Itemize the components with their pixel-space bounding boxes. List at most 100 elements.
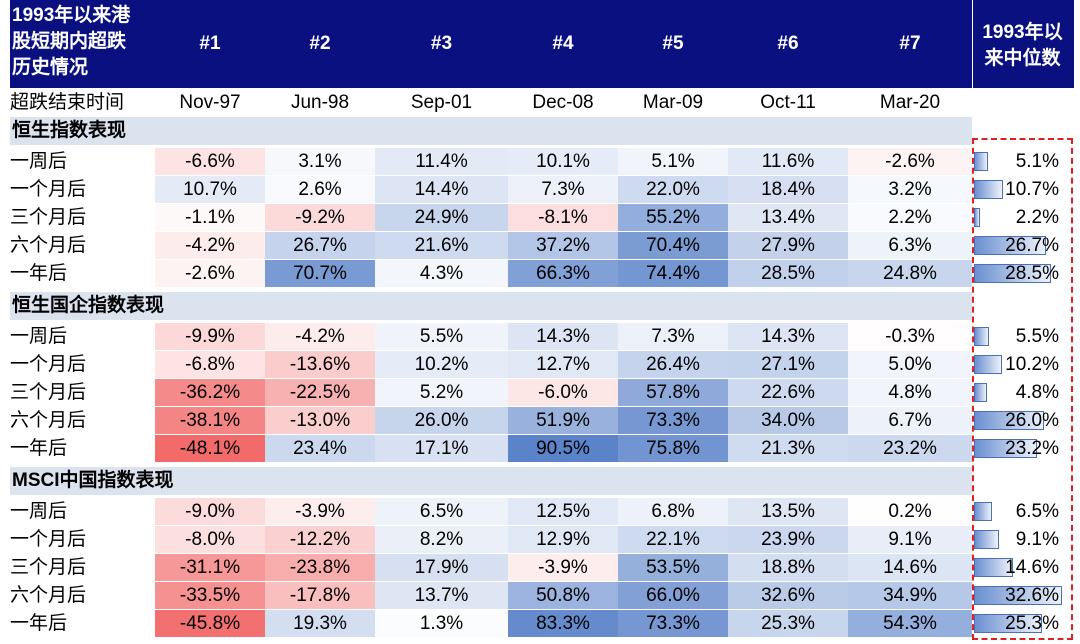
data-cell: -8.0% [155,526,265,553]
data-cell: 6.3% [848,232,972,259]
median-databar [974,236,1046,255]
data-cell: 21.6% [375,232,508,259]
data-cell: 10.1% [508,148,618,175]
data-cell: 24.8% [848,260,972,287]
median-value: 14.6% [1005,557,1059,578]
row-label: 一个月后 [10,529,87,550]
data-cell: 53.5% [618,554,728,581]
data-cell: 18.4% [728,176,848,203]
median-cell: 2.2% [972,204,1073,231]
row-label: 一周后 [10,501,68,522]
column-header: #3 [430,33,453,54]
data-cell: -9.0% [155,498,265,525]
data-cell: 5.2% [375,379,508,406]
data-cell: 14.3% [728,323,848,350]
median-cell: 25.3% [972,610,1073,637]
end-date-cell: Oct-11 [760,92,816,113]
median-value: 2.2% [1015,207,1059,228]
data-cell: 10.2% [375,351,508,378]
data-cell: -45.8% [155,610,265,637]
median-databar [974,264,1051,283]
data-cell: 17.9% [375,554,508,581]
data-cell: 5.0% [848,351,972,378]
data-cell: -3.9% [508,554,618,581]
data-cell: 26.4% [618,351,728,378]
column-header: #4 [552,33,574,54]
median-value: 10.7% [1005,179,1059,200]
data-cell: 70.4% [618,232,728,259]
data-cell: 24.9% [375,204,508,231]
data-cell: 90.5% [508,435,618,462]
end-date-cell: Mar-09 [642,92,704,113]
end-date-cell: Jun-98 [290,92,350,113]
row-label: 一个月后 [10,179,87,200]
median-value: 6.5% [1015,501,1059,522]
median-value: 32.6% [1005,585,1059,606]
end-date-cell: Nov-97 [179,92,241,113]
end-date-cell: Sep-01 [410,92,473,113]
data-cell: 6.5% [375,498,508,525]
row-label: 一年后 [10,438,68,459]
data-cell: 5.5% [375,323,508,350]
data-cell: 51.9% [508,407,618,434]
header-bar-median [973,0,1074,88]
row-label: 一年后 [10,263,68,284]
median-value: 5.1% [1015,151,1059,172]
median-cell: 10.7% [972,176,1073,203]
median-value: 4.8% [1015,382,1059,403]
data-cell: 22.1% [618,526,728,553]
data-cell: 6.8% [618,498,728,525]
data-cell: 14.6% [848,554,972,581]
data-cell: 55.2% [618,204,728,231]
median-databar [974,208,980,227]
data-cell: -13.6% [265,351,375,378]
row-label: 三个月后 [10,207,87,228]
data-cell: -36.2% [155,379,265,406]
data-cell: 11.6% [728,148,848,175]
data-cell: 9.1% [848,526,972,553]
table-title-line: 历史情况 [12,57,89,78]
table-title: 1993年以来港 股短期内超跌 历史情况 [12,3,152,81]
data-cell: 66.3% [508,260,618,287]
row-label: 一周后 [10,326,68,347]
data-cell: -6.0% [508,379,618,406]
data-cell: -13.0% [265,407,375,434]
data-cell: 21.3% [728,435,848,462]
median-cell: 5.1% [972,148,1073,175]
data-cell: 12.9% [508,526,618,553]
median-column-header: 1993年以 来中位数 [972,20,1073,72]
median-cell: 32.6% [972,582,1073,609]
data-cell: 27.1% [728,351,848,378]
column-header: #1 [199,33,221,54]
data-cell: 70.7% [265,260,375,287]
data-cell: 2.2% [848,204,972,231]
median-databar [974,180,1003,199]
table-title-line: 股短期内超跌 [12,31,127,52]
row-label: 六个月后 [10,410,87,431]
data-cell: 32.6% [728,582,848,609]
data-cell: 18.8% [728,554,848,581]
row-label: 一个月后 [10,354,87,375]
median-value: 5.5% [1015,326,1059,347]
data-cell: -2.6% [155,260,265,287]
median-databar [974,355,1002,374]
data-cell: -9.2% [265,204,375,231]
column-header: #5 [662,33,684,54]
data-cell: 8.2% [375,526,508,553]
data-cell: 11.4% [375,148,508,175]
median-header-line: 来中位数 [984,48,1061,69]
end-date-cell: Dec-08 [532,92,594,113]
data-cell: 75.8% [618,435,728,462]
median-cell: 5.5% [972,323,1073,350]
end-date-cell: Mar-20 [879,92,941,113]
data-cell: 66.0% [618,582,728,609]
data-cell: 10.7% [155,176,265,203]
data-cell: -33.5% [155,582,265,609]
row-label: 一周后 [10,151,68,172]
median-value: 25.3% [1005,613,1059,634]
data-cell: -4.2% [265,323,375,350]
data-cell: 14.4% [375,176,508,203]
median-databar [974,614,1042,633]
data-cell: 50.8% [508,582,618,609]
data-cell: 28.5% [728,260,848,287]
